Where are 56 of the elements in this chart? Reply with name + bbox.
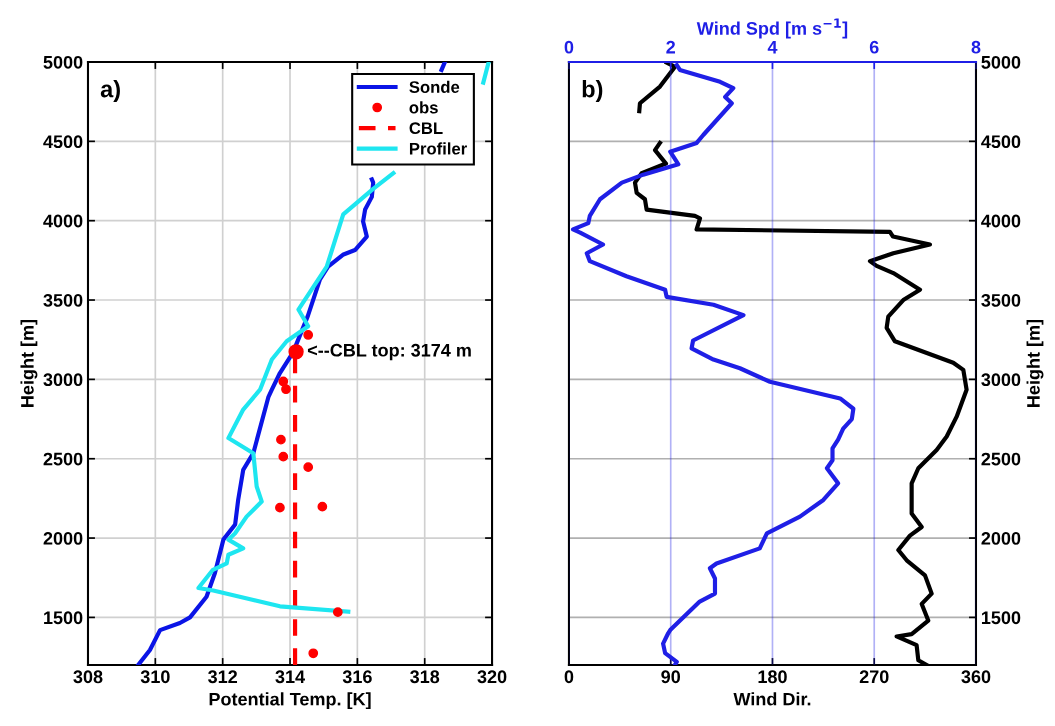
x2-tick-label: 4 bbox=[767, 40, 778, 54]
x-tick-label: 314 bbox=[275, 670, 305, 684]
y-axis-title: Height [m] bbox=[20, 319, 38, 407]
y-tick-label: 4000 bbox=[43, 214, 83, 228]
x2-axis-title: Wind Spd [m s$^{−1}$] bbox=[696, 18, 848, 39]
y-tick-label: 4000 bbox=[981, 214, 1021, 228]
legend-label: Sonde bbox=[409, 80, 460, 93]
legend-label: Profiler bbox=[409, 142, 467, 155]
x2-tick-label: 6 bbox=[869, 40, 879, 54]
x-tick-label: 316 bbox=[342, 670, 372, 684]
annotation: b) bbox=[582, 80, 603, 103]
x-axis-title: Potential Temp. [K] bbox=[209, 692, 371, 710]
annotation: <--CBL top: 3174 m bbox=[307, 343, 471, 361]
y-axis-title: Height [m] bbox=[1026, 319, 1044, 407]
y-tick-label: 2500 bbox=[981, 452, 1021, 466]
x-tick-label: 0 bbox=[564, 670, 574, 684]
annotation: a) bbox=[100, 80, 120, 103]
point bbox=[317, 501, 328, 512]
y-tick-label: 1500 bbox=[44, 611, 83, 625]
x-tick-label: 320 bbox=[477, 670, 507, 684]
y-tick-label: 3500 bbox=[43, 293, 83, 307]
x-tick-label: 90 bbox=[661, 670, 681, 684]
y-tick-label: 2500 bbox=[43, 452, 83, 466]
y-tick-label: 4500 bbox=[43, 135, 83, 149]
x-tick-label: 360 bbox=[961, 670, 991, 684]
point bbox=[276, 434, 286, 445]
point bbox=[303, 462, 314, 472]
legend-label: obs bbox=[409, 101, 438, 114]
x-tick-label: 270 bbox=[859, 670, 889, 684]
y-tick-label: 4500 bbox=[981, 135, 1021, 149]
point bbox=[303, 330, 314, 340]
x-tick-label: 312 bbox=[208, 670, 238, 684]
point bbox=[281, 384, 291, 395]
y-tick-label: 1500 bbox=[981, 611, 1021, 625]
x-axis-title: Wind Dir. bbox=[733, 692, 811, 706]
y-tick-label: 3000 bbox=[981, 373, 1021, 387]
x-tick-label: 180 bbox=[758, 670, 787, 684]
y-tick-label: 3500 bbox=[981, 293, 1021, 307]
point bbox=[278, 451, 289, 462]
y-tick-label: 2000 bbox=[43, 532, 83, 545]
x-tick-label: 310 bbox=[140, 670, 170, 684]
point bbox=[278, 376, 289, 387]
y-tick-label: 2000 bbox=[981, 532, 1021, 545]
x-tick-label: 308 bbox=[73, 670, 103, 684]
y-tick-label: 3000 bbox=[43, 373, 83, 387]
y-tick-label: 5000 bbox=[43, 55, 83, 69]
point bbox=[308, 648, 319, 659]
point bbox=[275, 502, 285, 513]
point bbox=[288, 344, 304, 360]
x2-tick-label: 0 bbox=[564, 40, 574, 54]
point bbox=[332, 607, 343, 618]
x2-tick-label: 2 bbox=[666, 40, 676, 54]
y-tick-label: 5000 bbox=[981, 55, 1021, 69]
x2-tick-label: 8 bbox=[971, 40, 981, 54]
legend-label: CBL bbox=[409, 122, 443, 135]
x-tick-label: 318 bbox=[410, 670, 440, 684]
